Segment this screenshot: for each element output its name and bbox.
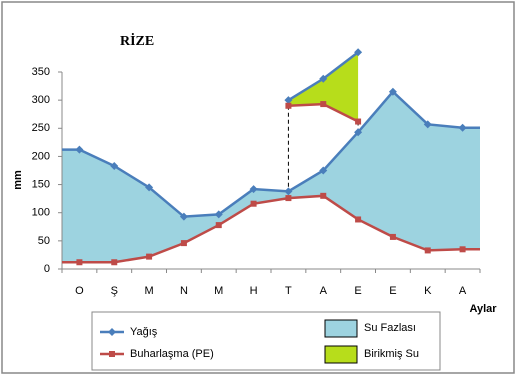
x-tick-label: E	[389, 285, 396, 297]
x-tick-label: Ş	[111, 285, 118, 297]
marker	[423, 120, 432, 129]
marker	[388, 87, 397, 96]
marker	[354, 128, 363, 137]
marker	[320, 192, 327, 199]
marker	[459, 246, 466, 253]
y-tick-label: 300	[32, 94, 50, 106]
marker	[111, 259, 118, 266]
marker	[109, 351, 115, 357]
marker	[215, 222, 222, 229]
x-tick-label: M	[214, 285, 223, 297]
x-tick-label: A	[459, 285, 467, 297]
marker	[108, 328, 116, 336]
marker	[355, 118, 362, 125]
y-axis-title: mm	[12, 170, 24, 190]
x-axis-title: Aylar	[469, 303, 497, 315]
marker	[319, 166, 328, 175]
y-tick-label: 0	[44, 263, 50, 275]
marker	[110, 161, 119, 170]
legend-swatch	[324, 345, 358, 364]
line	[62, 89, 480, 218]
marker	[319, 74, 328, 83]
y-tick-label: 250	[32, 122, 50, 134]
legend-label: Su Fazlası	[364, 322, 416, 334]
x-tick-label: O	[75, 285, 84, 297]
marker	[320, 101, 327, 108]
x-tick-label: N	[180, 285, 188, 297]
marker	[75, 145, 84, 154]
x-tick-label: M	[144, 285, 153, 297]
legend-label: Buharlaşma (PE)	[130, 348, 214, 360]
legend	[91, 311, 441, 371]
x-tick-label: K	[424, 285, 432, 297]
marker	[145, 183, 154, 192]
marker	[249, 185, 258, 194]
chart-title: RİZE	[120, 32, 154, 49]
marker	[214, 210, 223, 219]
marker	[179, 212, 188, 221]
x-tick-label: E	[354, 285, 361, 297]
marker	[389, 233, 396, 240]
y-tick-label: 200	[32, 150, 50, 162]
marker	[424, 247, 431, 254]
y-tick-label: 350	[32, 66, 50, 78]
legend-swatch	[324, 319, 358, 338]
x-tick-label: A	[320, 285, 328, 297]
legend-label: Yağış	[130, 326, 158, 338]
marker	[458, 123, 467, 132]
marker	[354, 48, 363, 57]
marker	[250, 200, 257, 207]
marker	[146, 253, 153, 260]
marker	[76, 259, 83, 266]
y-tick-label: 150	[32, 178, 50, 190]
x-tick-label: T	[285, 285, 292, 297]
marker	[180, 240, 187, 247]
marker	[284, 187, 293, 196]
marker	[284, 96, 293, 105]
marker	[285, 102, 292, 109]
line	[62, 194, 480, 264]
area-surplus	[62, 91, 480, 263]
x-tick-label: H	[250, 285, 258, 297]
legend-label: Birikmiş Su	[364, 348, 419, 360]
marker	[355, 216, 362, 223]
y-tick-label: 100	[32, 207, 50, 219]
marker	[285, 195, 292, 202]
y-tick-label: 50	[38, 235, 50, 247]
